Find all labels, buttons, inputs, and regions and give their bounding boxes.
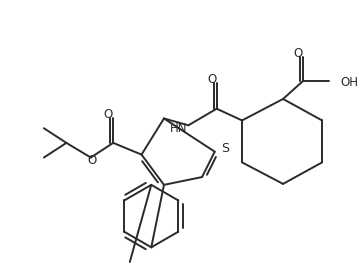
Text: S: S xyxy=(221,142,230,155)
Text: O: O xyxy=(104,108,113,121)
Text: OH: OH xyxy=(341,76,359,89)
Text: HN: HN xyxy=(170,122,187,135)
Text: O: O xyxy=(207,73,216,86)
Text: O: O xyxy=(87,154,96,167)
Text: O: O xyxy=(293,47,302,60)
